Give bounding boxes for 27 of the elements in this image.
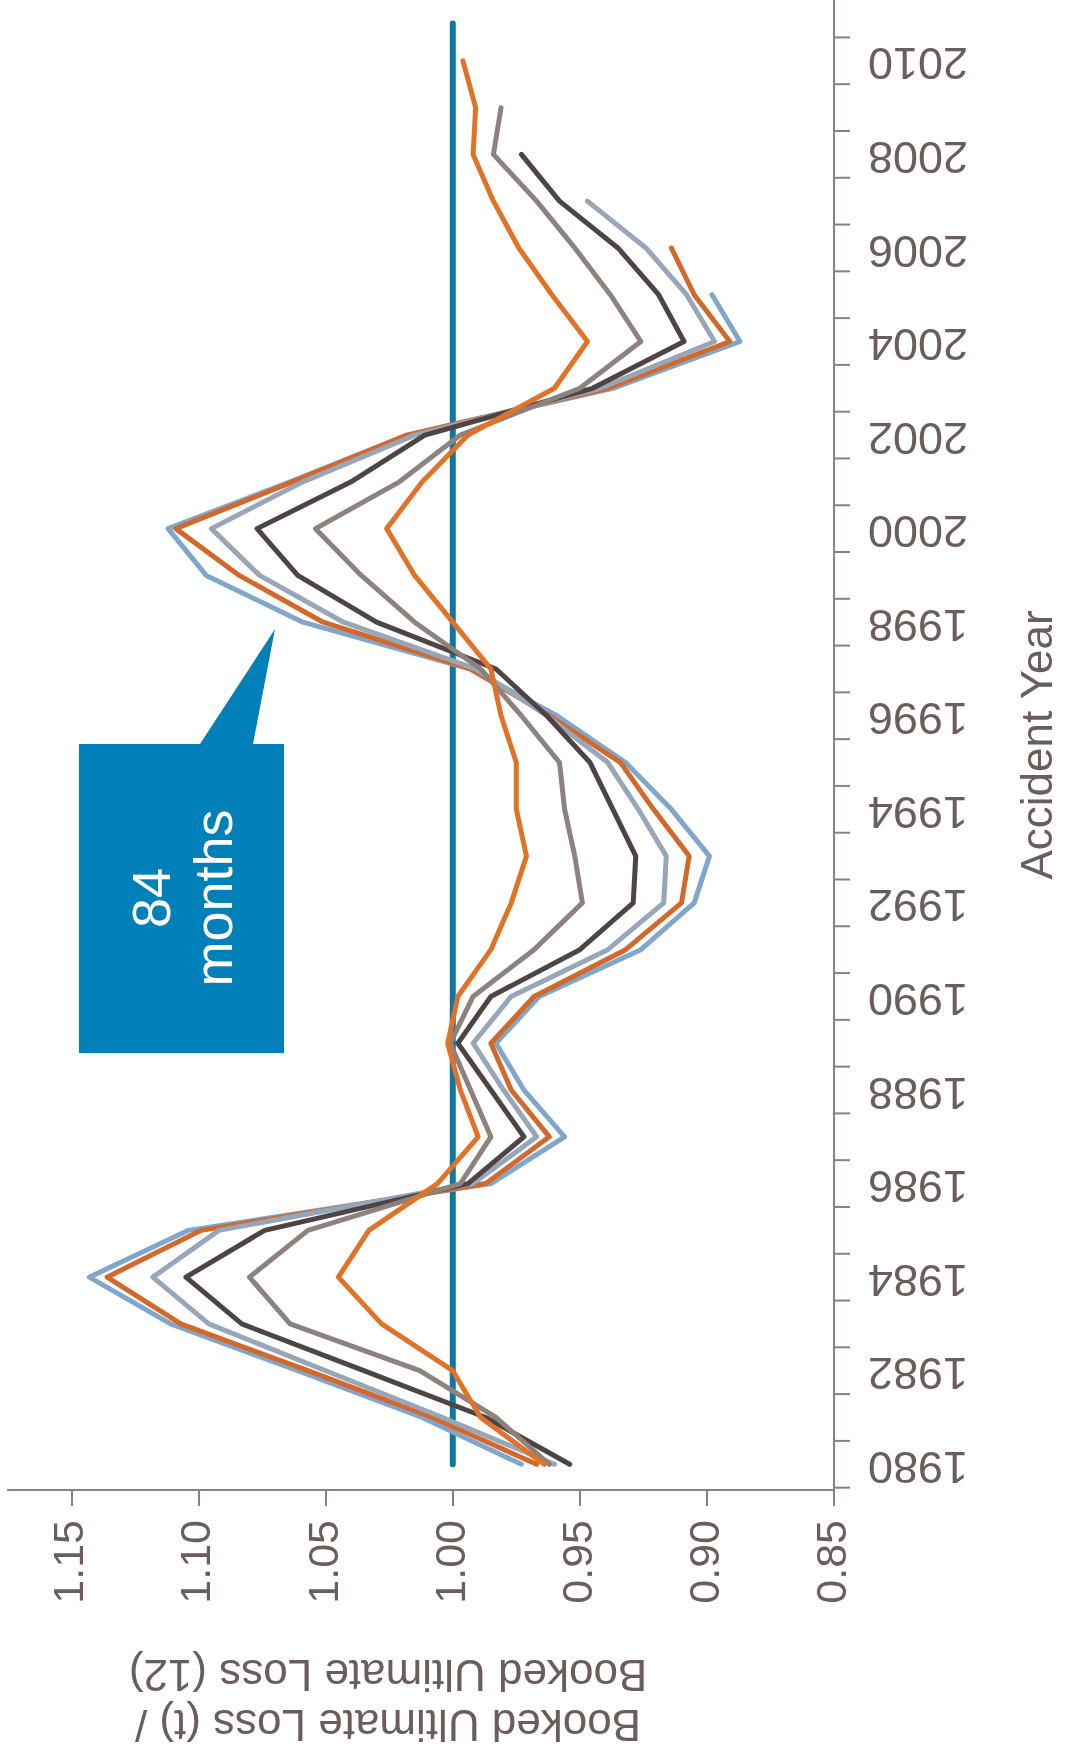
y-tick-label: 2000 xyxy=(868,506,969,558)
y-tick-label: 1984 xyxy=(868,1254,969,1306)
y-tick-label: 1996 xyxy=(868,693,969,745)
callout-box: 84 months xyxy=(79,629,284,1053)
y-tick-label: 2002 xyxy=(868,412,969,464)
y-tick-label: 1986 xyxy=(868,1161,969,1213)
y-tick-label: 1982 xyxy=(868,1348,969,1400)
x-axis-title: Booked Ultimate Loss (t) / Booked Ultimate Loss (12) xyxy=(128,1650,648,1750)
x-tick-label: 0.95 xyxy=(552,1520,601,1604)
x-tick-label: 0.90 xyxy=(679,1520,728,1604)
x-tick-label: 1.00 xyxy=(425,1520,474,1604)
x-tick-label: 1.05 xyxy=(298,1520,347,1604)
y-axis-title: Accident Year xyxy=(1012,610,1062,880)
y-tick-label: 2008 xyxy=(868,131,969,183)
x-tick-label: 0.85 xyxy=(806,1520,855,1604)
x-tick-label: 1.10 xyxy=(171,1520,220,1604)
y-tick-label: 1994 xyxy=(868,786,969,838)
y-tick-label: 2004 xyxy=(868,319,969,371)
y-tick-label: 1980 xyxy=(868,1441,969,1493)
annotation: 84 months xyxy=(120,809,243,987)
y-tick-label: 1992 xyxy=(868,880,969,932)
y-tick-label: 2010 xyxy=(868,38,969,90)
y-tick-label: 1990 xyxy=(868,974,969,1026)
y-tick-label: 1988 xyxy=(868,1067,969,1119)
y-tick-label: 1998 xyxy=(868,599,969,651)
x-tick-label: 1.15 xyxy=(44,1520,93,1604)
y-tick-label: 2006 xyxy=(868,225,969,277)
